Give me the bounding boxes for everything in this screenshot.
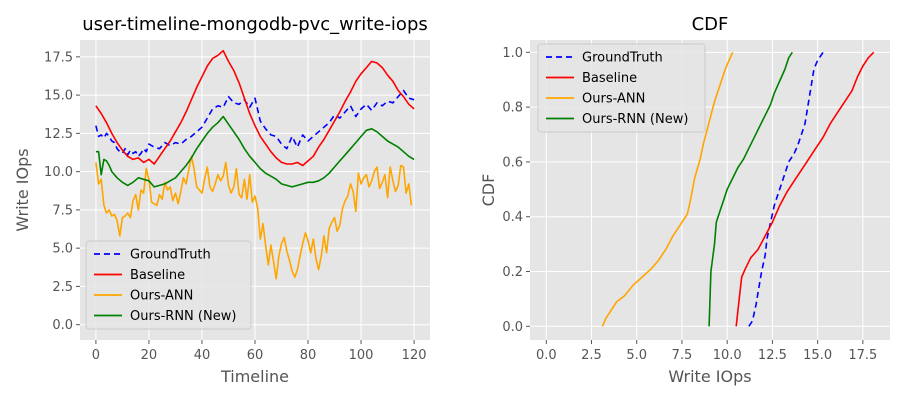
series-line-baseline	[735, 51, 875, 327]
y-tick-label: 2.5	[52, 280, 73, 295]
y-tick-label: 0.8	[502, 101, 523, 116]
x-tick-label: 80	[300, 348, 317, 363]
x-tick-label: 100	[349, 348, 374, 363]
x-tick-label: 60	[247, 348, 264, 363]
series-line-groundtruth	[95, 89, 415, 158]
series-line-baseline	[95, 49, 415, 167]
legend: GroundTruth Baseline Ours-ANN Ours-RNN (New…	[85, 240, 252, 330]
timeline-chart: 0 20 40 60 80 100 120 0.0 2.5 5.0 7.5 10.0 12.5 15.0 1…	[13, 14, 430, 386]
y-tick-label: 0.4	[502, 210, 523, 225]
legend-label: Ours-RNN (New)	[582, 112, 688, 127]
y-tick-label: 5.0	[52, 242, 73, 257]
series-line-ours-ann	[95, 155, 413, 280]
x-tick-label: 15.0	[803, 348, 832, 363]
x-tick-label: 0.0	[536, 348, 557, 363]
legend-label: GroundTruth	[130, 248, 211, 263]
series-line-ours-ann	[601, 51, 734, 327]
y-axis-label: Write IOps	[13, 148, 32, 231]
series-line-ours-rnn-new	[95, 115, 415, 188]
y-tick-label: 15.0	[44, 89, 73, 104]
chart-title: user-timeline-mongodb-pvc_write-iops	[82, 14, 428, 35]
x-tick-label: 12.5	[758, 348, 787, 363]
y-tick-label: 0.0	[52, 318, 73, 333]
legend: GroundTruth Baseline Ours-ANN Ours-RNN (New…	[537, 43, 706, 133]
x-tick-label: 20	[141, 348, 158, 363]
legend-label: Baseline	[582, 71, 637, 86]
y-tick-label: 1.0	[502, 46, 523, 61]
y-tick-label: 10.0	[44, 165, 73, 180]
chart-title: CDF	[692, 14, 729, 35]
x-tick-label: 120	[402, 348, 427, 363]
y-tick-label: 0.0	[502, 320, 523, 335]
legend-label: Ours-RNN (New)	[130, 309, 236, 324]
x-tick-label: 7.5	[672, 348, 693, 363]
cdf-chart: 0.0 2.5 5.0 7.5 10.0 12.5 15.0 17.5 0.0 0.2 0.4 0.6…	[479, 14, 890, 386]
x-axis-label: Timeline	[220, 367, 289, 386]
legend-box	[85, 240, 252, 330]
x-axis-label: Write IOps	[668, 367, 751, 386]
legend-label: Baseline	[130, 268, 185, 283]
x-tick-label: 0	[92, 348, 100, 363]
y-tick-label: 17.5	[44, 50, 73, 65]
y-tick-label: 12.5	[44, 127, 73, 142]
y-axis-label: CDF	[479, 174, 498, 207]
legend-box	[537, 43, 706, 133]
x-tick-label: 40	[194, 348, 211, 363]
legend-label: Ours-ANN	[130, 289, 193, 304]
x-tick-label: 5.0	[626, 348, 647, 363]
series-line-ours-rnn-new	[708, 51, 793, 327]
x-tick-label: 17.5	[848, 348, 877, 363]
x-tick-label: 10.0	[713, 348, 742, 363]
legend-label: Ours-ANN	[582, 92, 645, 107]
y-tick-label: 0.6	[502, 155, 523, 170]
x-tick-label: 2.5	[581, 348, 602, 363]
series-line-groundtruth	[748, 51, 824, 327]
y-tick-label: 0.2	[502, 265, 523, 280]
y-tick-label: 7.5	[52, 203, 73, 218]
legend-label: GroundTruth	[582, 51, 663, 66]
